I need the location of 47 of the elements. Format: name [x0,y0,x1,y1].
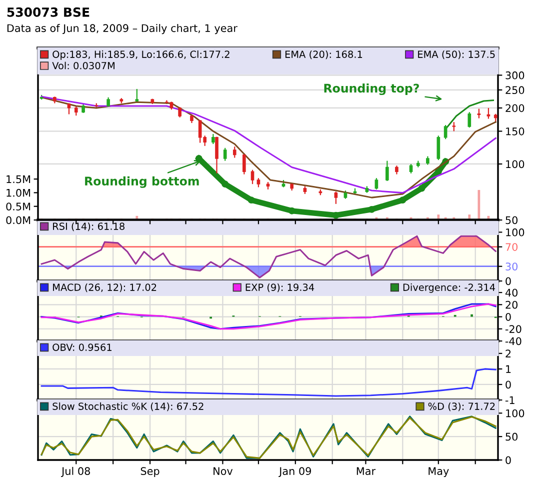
legend-label: EMA (20): 168.1 [285,50,362,60]
y-tick-label: 0 [506,277,511,286]
y-tick-label: 2 [506,350,511,358]
legend-label: OBV: 0.9561 [52,344,112,351]
y-tick-label: 150 [506,127,524,136]
x-tick-label: Sep [140,467,160,478]
x-tick-label: May [428,467,449,478]
chart-subtitle: Data as of Jun 18, 2009 – Daily chart, 1 year [7,24,238,34]
legend-label: Divergence: -2.314 [403,283,496,293]
y2-tick-label: 1.5M [6,175,30,184]
legend-label: Vol: 0.0307M [52,62,114,70]
y-tick-label: 30 [506,262,518,270]
y-tick-label: 300 [506,71,524,80]
y-tick-label: 100 [506,409,524,418]
legend-label: MACD (26, 12): 17.02 [53,283,156,292]
x-tick-label: Jan 09 [278,467,311,477]
annotation: Rounding top? [324,84,419,96]
y2-tick-label: 0.5M [6,202,30,210]
y-tick-label: -20 [505,325,522,333]
y-tick-label: 1 [506,365,511,373]
y-tick-label: 40 [505,288,518,297]
y-tick-label: 250 [506,86,524,94]
y-tick-label: 0 [506,380,511,389]
y-tick-label: 0 [506,312,511,321]
y-tick-label: 20 [506,300,518,309]
legend-label: Slow Stochastic %K (14): 67.52 [52,402,204,412]
y-tick-label: -1 [505,396,514,404]
y-tick-label: 0 [506,456,511,464]
legend-label: EXP (9): 19.34 [246,283,314,292]
annotation: Rounding bottom [85,176,199,188]
legend-label: %D (3): 71.72 [428,402,495,412]
chart-title: 530073 BSE [7,7,90,17]
y2-tick-label: 0.0M [6,216,30,224]
legend-label: RSI (14): 61.18 [53,222,124,232]
x-tick-label: Nov [214,467,233,476]
legend-label: EMA (50): 137.5 [418,50,495,60]
x-tick-label: Mar [356,467,376,476]
y2-tick-label: 1.0M [6,188,30,197]
y-tick-label: 200 [506,104,524,112]
y-tick-label: 50 [506,216,518,224]
x-tick-label: Jul 08 [61,466,90,477]
legend-label: Op:183, Hi:185.9, Lo:166.6, Cl:177.2 [52,50,230,60]
y-tick-label: 100 [506,228,524,236]
y-tick-label: 50 [506,432,518,441]
y-tick-label: -40 [505,337,522,346]
y-tick-label: 70 [506,243,518,251]
y-tick-label: 100 [506,160,524,168]
